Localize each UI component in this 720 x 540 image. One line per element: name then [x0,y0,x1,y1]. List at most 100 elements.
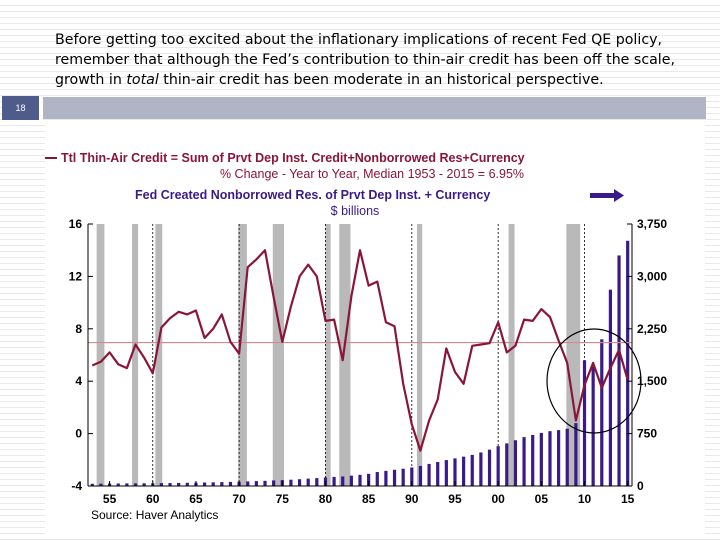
bar [228,481,233,486]
y-left-tick-label: -4 [71,479,82,493]
bar [626,240,630,486]
right-series-legend-arrowhead [614,189,624,202]
y-right-tick-label: 2,250 [637,322,667,336]
credit-growth-line [91,249,629,452]
x-tick-label: 60 [146,492,160,506]
chart-panel: Ttl Thin-Air Credit = Sum of Prvt Dep In… [31,123,705,535]
y-right-tick-label: 1,500 [637,374,667,388]
bar [418,465,423,486]
x-tick-label: 15 [621,492,635,506]
recession-band [96,224,105,486]
recession-band [508,224,515,486]
chart-title-right: Fed Created Nonborrowed Res. of Prvt Dep… [135,188,490,202]
x-tick-label: 10 [578,492,592,506]
bar [90,483,94,486]
bar [315,478,319,486]
chart: Ttl Thin-Air Credit = Sum of Prvt Dep In… [31,151,668,522]
bar [384,470,388,486]
bar [608,289,613,486]
bar [444,460,448,486]
bar [358,474,362,486]
bar [159,483,163,486]
bar [539,432,543,486]
slide-divider-bar [38,97,706,119]
y-right-tick-label: 750 [637,427,657,441]
bar [600,339,604,486]
bar [522,437,526,486]
bar [246,481,250,486]
bar [591,366,595,486]
gridlines [152,224,585,486]
x-tick-label: 70 [232,492,246,506]
x-tick-label: 05 [535,492,549,506]
x-tick-label: 80 [319,492,333,506]
x-tick-label: 55 [103,492,117,506]
bar [116,483,120,486]
bar [220,482,224,486]
bar [462,456,466,486]
y-right-tick-label: 0 [637,479,644,493]
bar [582,360,587,486]
bar [487,449,492,486]
bar [177,482,181,486]
bar [125,483,129,486]
chart-title-left: Ttl Thin-Air Credit = Sum of Prvt Dep In… [61,151,525,165]
recession-band [325,224,331,486]
bar [392,469,397,486]
bar [453,458,457,486]
x-tick-label: 90 [405,492,419,506]
recession-band [416,224,423,486]
recession-band [272,224,285,486]
bar [202,482,207,486]
highlight-circle [546,328,642,434]
bar [263,480,267,486]
header-text-part-1: Before getting too excited about the inf… [55,32,675,88]
bar [367,473,371,486]
recession-band [132,224,139,486]
bar [401,468,405,486]
bar [505,443,509,486]
slide-header-text: Before getting too excited about the inf… [55,30,695,90]
x-tick-label: 85 [362,492,376,506]
bar-series [90,240,630,486]
line-series [91,249,629,452]
bar [185,482,189,486]
y-left-tick-label: 16 [69,217,83,231]
chart-source: Source: Haver Analytics [91,508,218,522]
bar [531,434,535,486]
axes: -4 0 4 8 12 16 0 750 1,500 2,250 3,000 3,750 55 60 65 7… [69,217,668,506]
bar [557,430,561,486]
bar [496,446,500,486]
recession-band [238,224,247,486]
bar [254,481,258,486]
bar [548,431,552,486]
bar [289,479,293,486]
bar [617,255,621,486]
bar [574,423,578,486]
bar [479,452,483,486]
bar [375,472,379,486]
bar [341,476,345,486]
x-tick-label: 65 [189,492,203,506]
y-left-tick-label: 8 [75,322,82,336]
bar [349,475,353,486]
header-text-part-2: thin-air credit has been moderate in an … [158,72,604,88]
bar [410,467,414,486]
bar [168,483,172,486]
recession-band [155,224,163,486]
bar [211,482,215,486]
bar [133,483,138,486]
x-tick-label: 95 [448,492,462,506]
bar [297,479,302,486]
header-emphasis: total [126,72,159,88]
bar [142,483,146,486]
bar [427,463,431,486]
right-series-legend-arrow [590,193,614,198]
x-tick-label: 75 [276,492,290,506]
x-tick-label: 00 [491,492,505,506]
chart-subtitle-left: % Change - Year to Year, Median 1953 - 2… [220,167,524,181]
bar [565,428,569,486]
recession-shading [96,224,581,486]
bar [470,454,474,486]
bar [332,476,336,486]
